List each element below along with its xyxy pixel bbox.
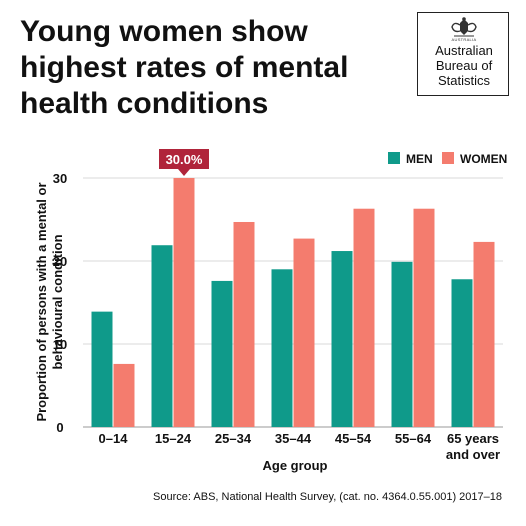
bar-women: [293, 238, 315, 427]
legend-item-men: MEN: [388, 152, 433, 166]
x-tick-label: and over: [446, 447, 500, 462]
x-tick-label: 35–44: [275, 431, 312, 446]
logo-line: Bureau of: [435, 58, 493, 73]
bar-men: [151, 245, 173, 427]
bar-men: [451, 279, 473, 427]
y-tick-label: 0: [56, 420, 63, 435]
coat-of-arms-icon: [451, 17, 477, 37]
legend-swatch-women: [442, 152, 454, 164]
logo-line: Statistics: [437, 73, 490, 88]
bar-men: [391, 261, 413, 427]
source-note: Source: ABS, National Health Survey, (ca…: [153, 491, 502, 503]
x-tick-label: 55–64: [395, 431, 432, 446]
x-tick-label: 45–54: [335, 431, 372, 446]
x-tick-label: 0–14: [99, 431, 129, 446]
bar-men: [91, 311, 113, 427]
legend-label-women: WOMEN: [460, 152, 508, 166]
bar-women: [173, 178, 195, 427]
x-tick-label: 25–34: [215, 431, 252, 446]
callout-label: 30.0%: [166, 152, 203, 167]
bar-women: [413, 208, 435, 427]
y-tick-label: 10: [53, 337, 67, 352]
logo-line: Australian: [435, 43, 493, 58]
legend-swatch-men: [388, 152, 400, 164]
bar-women: [233, 221, 255, 427]
logo-text: Australian Bureau of Statistics: [418, 43, 510, 88]
callout-box: [159, 149, 209, 169]
y-tick-label: 20: [53, 254, 67, 269]
x-axis-label: Age group: [262, 458, 328, 473]
bar-men: [211, 280, 233, 427]
x-tick-label: 15–24: [155, 431, 192, 446]
legend-item-women: WOMEN: [442, 152, 507, 166]
bar-men: [271, 269, 293, 427]
x-tick-label: 65 years: [447, 431, 499, 446]
legend-label-men: MEN: [406, 152, 433, 166]
logo-crest-text: AUSTRALIA: [451, 37, 477, 42]
callout-pointer: [178, 169, 190, 176]
bar-women: [473, 241, 495, 427]
chart-title: Young women show highest rates of mental…: [20, 15, 349, 120]
abs-logo: AUSTRALIA Australian Bureau of Statistic…: [417, 12, 509, 96]
bar-men: [331, 251, 353, 427]
bar-women: [113, 363, 135, 427]
y-tick-label: 30: [53, 171, 67, 186]
bar-women: [353, 208, 375, 427]
